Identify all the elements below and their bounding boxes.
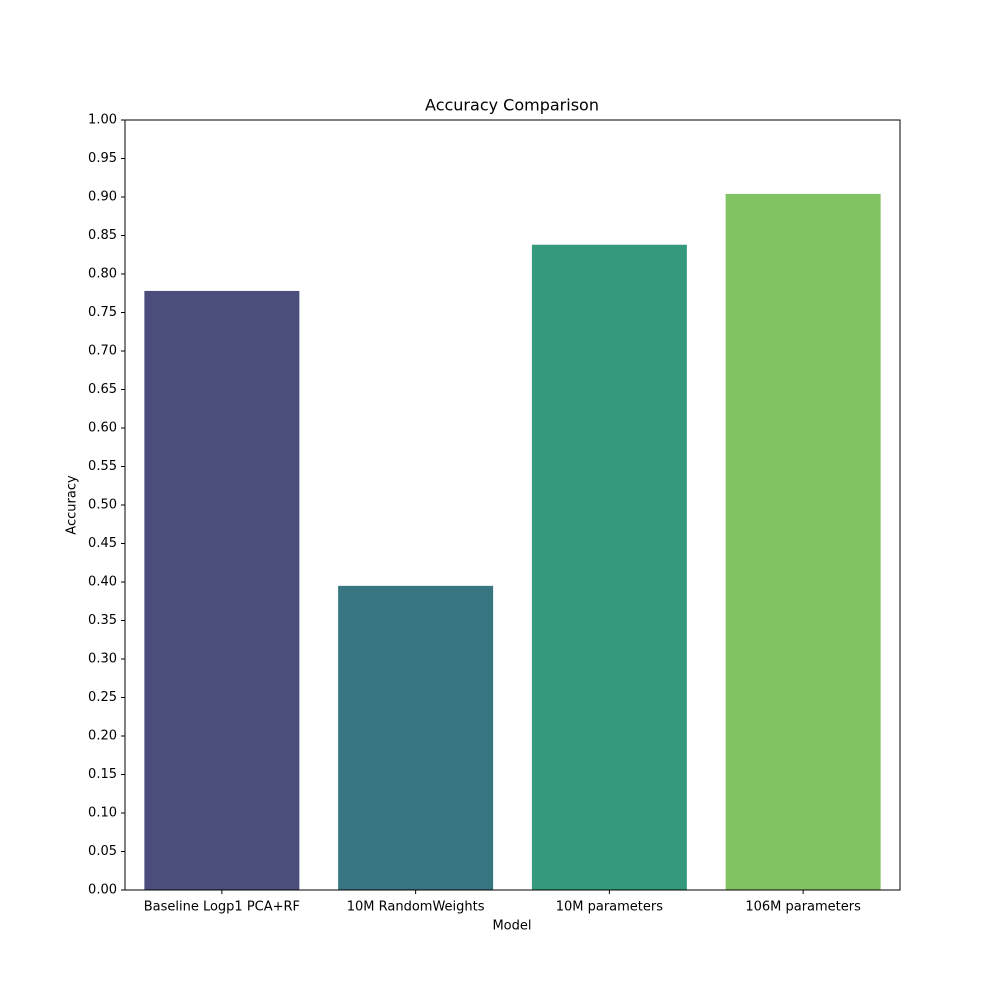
x-tick-label: Baseline Logp1 PCA+RF [144, 900, 300, 915]
y-tick-label: 0.05 [88, 844, 117, 859]
y-tick-label: 0.00 [88, 883, 117, 898]
y-tick-label: 0.15 [88, 767, 117, 782]
x-axis-label: Model [492, 919, 531, 934]
bar [338, 585, 494, 890]
y-tick-label: 0.65 [88, 382, 117, 397]
y-tick-label: 0.90 [88, 190, 117, 205]
y-tick-label: 1.00 [88, 113, 117, 128]
x-tick-label: 106M parameters [745, 900, 861, 915]
y-tick-label: 0.30 [88, 652, 117, 667]
chart-title: Accuracy Comparison [425, 96, 599, 115]
y-tick-label: 0.80 [88, 267, 117, 282]
y-tick-label: 0.35 [88, 613, 117, 628]
bar [725, 193, 881, 891]
y-tick-label: 0.10 [88, 806, 117, 821]
y-tick-label: 0.95 [88, 151, 117, 166]
bar [144, 290, 300, 890]
x-tick-label: 10M RandomWeights [347, 900, 485, 915]
y-tick-label: 0.75 [88, 305, 117, 320]
y-tick-label: 0.70 [88, 344, 117, 359]
x-tick-label: 10M parameters [556, 900, 664, 915]
y-tick-label: 0.50 [88, 498, 117, 513]
y-tick-label: 0.55 [88, 459, 117, 474]
y-axis-label: Accuracy [65, 475, 80, 535]
plot-frame [124, 119, 901, 891]
y-tick-label: 0.20 [88, 729, 117, 744]
y-tick-label: 0.85 [88, 228, 117, 243]
y-tick-label: 0.45 [88, 536, 117, 551]
y-tick-label: 0.40 [88, 575, 117, 590]
bar [531, 244, 687, 891]
y-tick-label: 0.25 [88, 690, 117, 705]
y-tick-label: 0.60 [88, 421, 117, 436]
